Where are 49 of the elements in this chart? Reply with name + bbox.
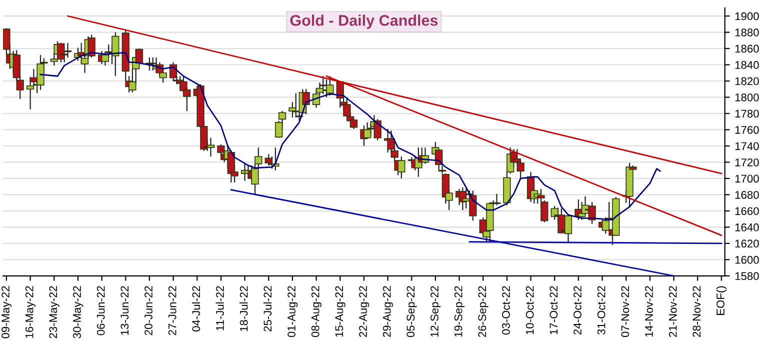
y-tick-label: 1900 bbox=[735, 12, 759, 20]
y-tick-label: 1840 bbox=[735, 61, 759, 69]
x-tick-label: 30-May-22 bbox=[73, 286, 84, 338]
x-tick-label: EOF() bbox=[716, 286, 727, 315]
y-tick-label: 1880 bbox=[735, 28, 759, 36]
x-tick-label: 05-Sep-22 bbox=[406, 286, 417, 338]
x-tick-label: 12-Sep-22 bbox=[430, 286, 441, 337]
x-tick-label: 10-Oct-22 bbox=[526, 286, 534, 334]
y-tick-label: 1780 bbox=[735, 110, 759, 118]
x-tick-label: 17-Oct-22 bbox=[550, 286, 558, 334]
x-tick-label: 31-Oct-22 bbox=[597, 286, 606, 335]
x-tick-label: 06-Jun-22 bbox=[96, 286, 105, 336]
x-tick-label: 26-Sep-22 bbox=[478, 286, 488, 337]
x-tick-label: 15-Aug-22 bbox=[335, 286, 346, 337]
y-tick-label: 1580 bbox=[735, 272, 759, 280]
y-tick-label: 1600 bbox=[735, 256, 759, 264]
x-tick-label: 13-Jun-22 bbox=[120, 286, 129, 335]
x-tick-label: 07-Nov-22 bbox=[621, 286, 630, 338]
x-tick-label: 28-Nov-22 bbox=[692, 286, 701, 337]
x-tick-label: 08-Aug-22 bbox=[311, 286, 322, 338]
x-tick-label: 19-Sep-22 bbox=[454, 286, 464, 337]
x-tick-label: 23-May-22 bbox=[49, 286, 60, 338]
x-tick-label: 14-Nov-22 bbox=[645, 286, 653, 337]
x-tick-label: 03-Oct-22 bbox=[502, 286, 510, 335]
x-tick-label: 29-Aug-22 bbox=[382, 286, 393, 337]
x-tick-label: 16-May-22 bbox=[25, 286, 36, 338]
y-tick-label: 1860 bbox=[735, 44, 759, 53]
y-tick-label: 1820 bbox=[735, 77, 759, 86]
y-tick-label: 1680 bbox=[735, 190, 759, 199]
chart-title: Gold - Daily Candles bbox=[290, 14, 438, 29]
y-tick-label: 1620 bbox=[735, 240, 759, 248]
x-tick-label: 01-Aug-22 bbox=[288, 286, 298, 338]
x-tick-label: 20-Jun-22 bbox=[144, 286, 152, 336]
y-tick-label: 1800 bbox=[735, 94, 759, 102]
y-tick-label: 1760 bbox=[735, 126, 759, 134]
y-tick-label: 1720 bbox=[735, 158, 759, 166]
y-tick-label: 1700 bbox=[735, 174, 759, 183]
y-tick-label: 1660 bbox=[735, 207, 759, 216]
x-tick-label: 25-Jul-22 bbox=[263, 286, 272, 332]
x-tick-label: 24-Oct-22 bbox=[574, 286, 582, 334]
x-tick-label: 09-May-22 bbox=[2, 286, 12, 338]
x-tick-label: 22-Aug-22 bbox=[359, 286, 370, 337]
x-tick-label: 18-Jul-22 bbox=[240, 286, 248, 332]
x-tick-label: 21-Nov-22 bbox=[668, 286, 677, 337]
y-tick-label: 1740 bbox=[735, 142, 759, 150]
x-tick-label: 11-Jul-22 bbox=[216, 286, 224, 330]
x-tick-label: 04-Jul-22 bbox=[192, 286, 200, 332]
x-tick-label: 27-Jun-22 bbox=[168, 286, 176, 336]
y-tick-label: 1640 bbox=[735, 223, 759, 232]
